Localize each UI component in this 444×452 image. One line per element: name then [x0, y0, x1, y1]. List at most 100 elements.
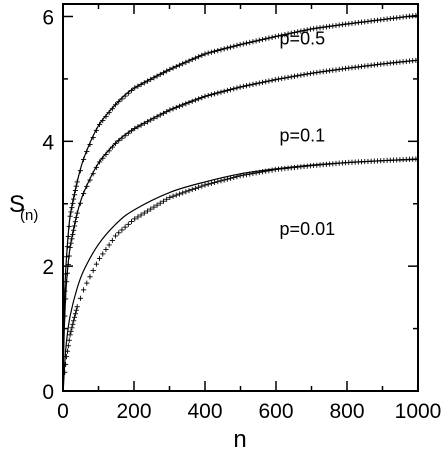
- chart-series: [62, 12, 419, 388]
- marker-point: [65, 262, 71, 268]
- marker-point: [240, 41, 246, 47]
- marker-point: [266, 35, 272, 41]
- marker-point: [77, 200, 83, 206]
- marker-point: [259, 36, 266, 43]
- marker-point: [215, 179, 221, 185]
- marker-point: [167, 107, 173, 113]
- marker-point: [263, 36, 269, 42]
- marker-point: [224, 45, 230, 51]
- marker-point: [263, 168, 269, 174]
- marker-point: [298, 72, 304, 78]
- marker-point: [74, 179, 80, 185]
- marker-point: [65, 343, 71, 349]
- marker-point: [160, 70, 167, 76]
- marker-point: [96, 255, 103, 262]
- marker-point: [307, 70, 314, 77]
- marker-point: [125, 90, 131, 96]
- marker-point: [116, 230, 122, 236]
- marker-point: [196, 184, 202, 190]
- marker-point: [132, 216, 138, 222]
- marker-point: [141, 120, 147, 127]
- marker-point: [259, 169, 266, 175]
- marker-point: [71, 196, 77, 202]
- marker-point: [237, 42, 243, 48]
- marker-point: [69, 325, 75, 331]
- marker-point: [71, 318, 77, 324]
- marker-point: [231, 174, 237, 181]
- marker-point: [295, 73, 301, 79]
- marker-point: [307, 26, 314, 32]
- marker-point: [295, 29, 301, 35]
- marker-point: [301, 71, 307, 78]
- marker-point: [90, 171, 96, 177]
- marker-point: [291, 29, 298, 36]
- marker-point: [221, 88, 227, 94]
- marker-point: [157, 71, 163, 78]
- marker-point: [135, 124, 141, 130]
- series-markers-5: [62, 156, 419, 375]
- marker-point: [138, 81, 144, 88]
- marker-point: [237, 84, 243, 90]
- marker-point: [173, 63, 179, 70]
- series-line-2: [62, 59, 419, 370]
- marker-point: [67, 332, 73, 338]
- marker-point: [84, 280, 90, 286]
- marker-point: [243, 171, 250, 178]
- marker-point: [205, 181, 211, 187]
- y-axis-label: S (n): [9, 191, 38, 224]
- x-tick-label: 1000: [395, 400, 442, 423]
- marker-point: [285, 31, 291, 37]
- marker-point: [269, 167, 275, 173]
- marker-point: [87, 141, 93, 148]
- marker-point: [103, 113, 109, 120]
- marker-point: [231, 43, 237, 49]
- marker-point: [282, 75, 288, 81]
- marker-point: [119, 96, 125, 102]
- marker-point: [109, 106, 115, 112]
- marker-point: [135, 83, 141, 89]
- marker-point: [141, 80, 147, 86]
- marker-point: [240, 83, 246, 90]
- marker-point: [157, 200, 163, 206]
- marker-point: [122, 133, 128, 139]
- marker-point: [304, 27, 310, 33]
- marker-point: [180, 190, 186, 196]
- marker-point: [170, 193, 176, 199]
- annotation-label: p=0.1: [280, 125, 326, 145]
- marker-point: [167, 66, 173, 72]
- y-tick-label: 6: [42, 6, 54, 29]
- marker-point: [234, 42, 240, 49]
- marker-point: [227, 44, 234, 50]
- marker-point: [66, 253, 72, 259]
- marker-point: [73, 307, 79, 313]
- marker-point: [180, 61, 186, 67]
- marker-point: [253, 38, 259, 44]
- marker-point: [103, 151, 109, 158]
- marker-point: [84, 148, 90, 155]
- marker-point: [227, 175, 234, 181]
- marker-point: [71, 314, 78, 320]
- marker-point: [93, 164, 99, 170]
- marker-point: [90, 134, 96, 141]
- marker-point: [68, 240, 74, 246]
- marker-point: [151, 204, 157, 210]
- marker-point: [71, 223, 78, 229]
- marker-point: [202, 182, 208, 188]
- marker-point: [215, 90, 221, 96]
- marker-point: [72, 187, 79, 194]
- marker-point: [250, 170, 256, 177]
- marker-point: [128, 218, 135, 225]
- marker-point: [304, 71, 310, 77]
- marker-point: [279, 32, 285, 38]
- marker-point: [160, 110, 167, 116]
- marker-point: [189, 186, 195, 193]
- marker-point: [116, 99, 122, 105]
- marker-point: [221, 177, 227, 183]
- marker-point: [199, 52, 205, 58]
- x-tick-label: 0: [57, 400, 69, 423]
- marker-point: [128, 128, 135, 134]
- marker-point: [234, 173, 240, 180]
- marker-point: [138, 122, 144, 128]
- marker-point: [70, 321, 76, 327]
- marker-point: [112, 102, 119, 108]
